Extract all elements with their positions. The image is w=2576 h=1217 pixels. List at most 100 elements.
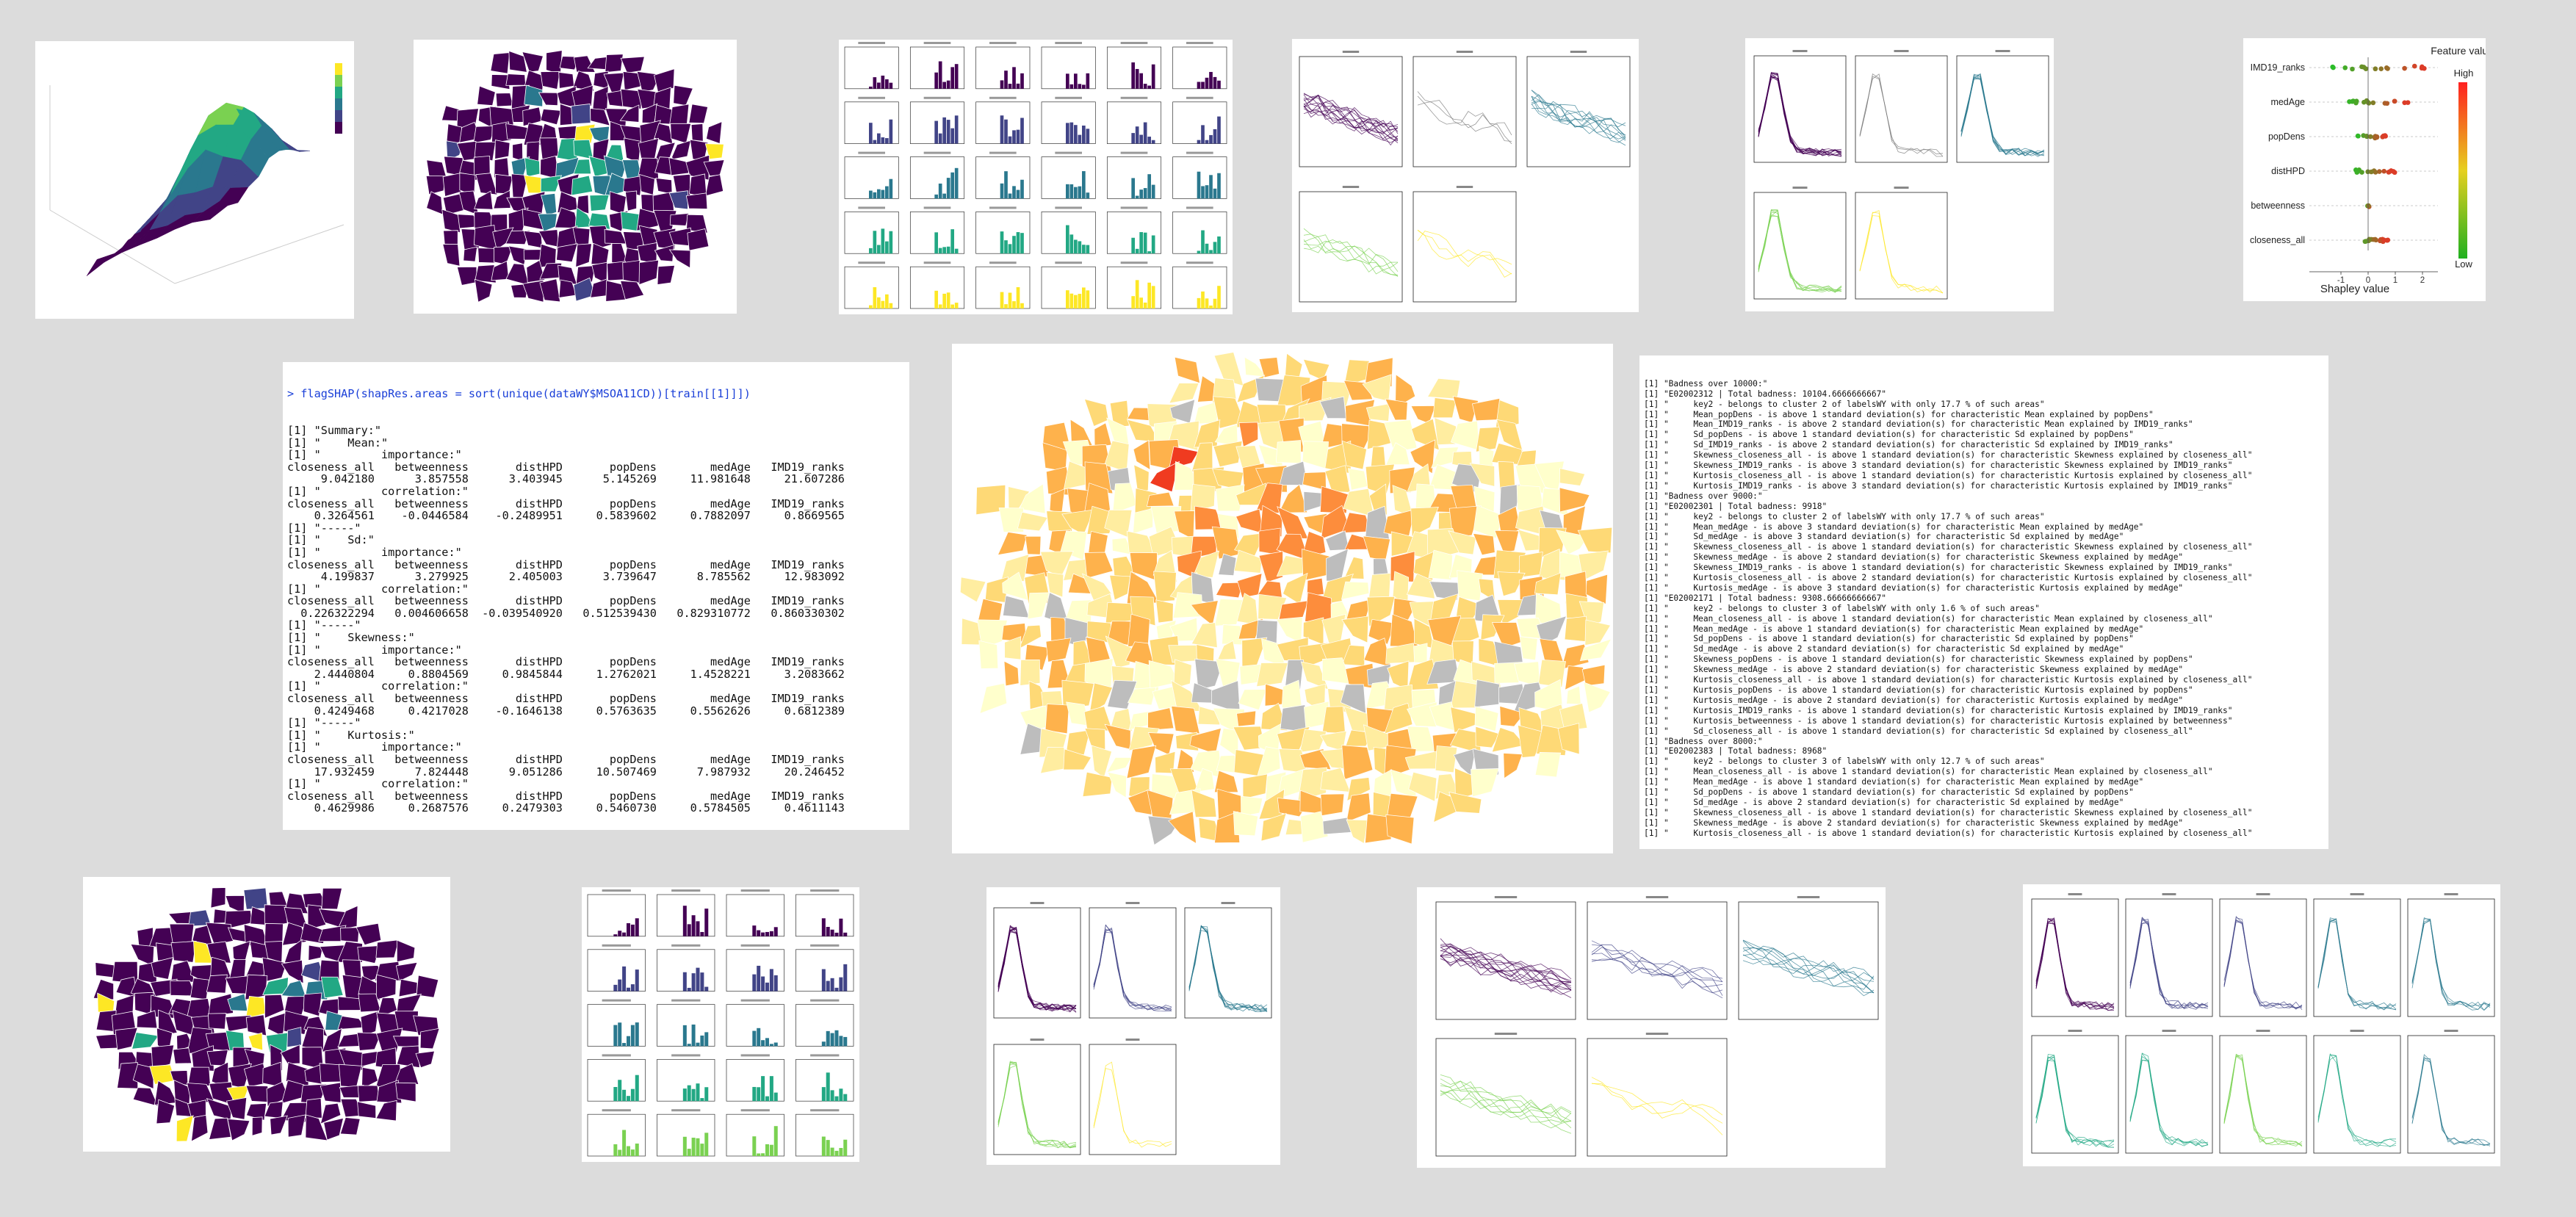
series-line (997, 925, 1077, 1011)
map-region (1385, 398, 1408, 421)
map-region (508, 245, 528, 266)
map-region (1366, 663, 1391, 686)
histogram-bar (1135, 68, 1139, 89)
histogram-bar (934, 232, 939, 254)
map-region (1128, 726, 1160, 751)
histogram-bar (704, 1032, 709, 1047)
histogram-panel (795, 1054, 854, 1102)
histogram-panel (975, 151, 1031, 199)
badness-output: [1] "Badness over 10000:" [1] "E02002312 … (1644, 379, 2324, 839)
histogram-bar (877, 189, 881, 199)
series-line (2035, 1056, 2115, 1148)
histogram-bar (1143, 122, 1147, 144)
line-panel (1738, 896, 1879, 1020)
panel-title (858, 151, 885, 154)
histogram-panel (1106, 151, 1162, 199)
map-region (1556, 530, 1589, 555)
console-line: [1] " Sd:" (287, 533, 375, 547)
map-region (210, 887, 226, 909)
map-region (1003, 660, 1020, 687)
series-line (2129, 1060, 2209, 1146)
panel-title (671, 999, 701, 1002)
panel-frame (1753, 192, 1847, 300)
badness-line: [1] " Sd_medAge - is above 2 standard de… (1644, 797, 2124, 807)
shap-point (2378, 66, 2384, 71)
badness-line: [1] " Kurtosis_closeness_all - is above … (1644, 675, 2253, 685)
histogram-bar (942, 82, 947, 89)
series-line (1531, 95, 1626, 143)
histogram-bar (834, 1030, 839, 1047)
shap-point (2331, 65, 2336, 71)
console-line: [1] " importance:" (287, 448, 462, 462)
badness-line: [1] " Mean_medAge - is above 3 standard … (1644, 521, 2144, 532)
map-region (426, 159, 447, 178)
histogram-bar (843, 1094, 848, 1102)
map-region (318, 925, 347, 942)
histogram-bar (1197, 250, 1201, 254)
panel-frame (726, 1004, 784, 1047)
histogram-bar (954, 303, 959, 308)
map-region (305, 1114, 328, 1141)
series-line (1440, 947, 1572, 989)
series-line (1093, 931, 1172, 1011)
map-region (603, 155, 627, 181)
histogram-bar (1147, 282, 1152, 308)
histogram-bar (1086, 73, 1090, 89)
histogram-panel (795, 1109, 854, 1157)
histogram-bar (761, 932, 765, 936)
line-panel (2407, 1030, 2495, 1154)
histogram-bar (1151, 140, 1155, 144)
line-panel (2031, 1030, 2119, 1154)
series-line (1093, 924, 1172, 1012)
series-line (997, 928, 1076, 1011)
series-line (2223, 920, 2303, 1010)
histogram-bar (635, 1022, 639, 1047)
panel-title (923, 206, 951, 209)
histogram-bar (934, 290, 939, 308)
histogram-grid-bottom (582, 887, 859, 1162)
map-region (526, 259, 546, 284)
map-region (1583, 682, 1611, 713)
console-line: [1] " importance:" (287, 545, 462, 559)
series-line (1742, 947, 1875, 994)
shap-point (2364, 134, 2370, 139)
panel-title (1186, 42, 1213, 44)
histogram-bar (626, 922, 630, 936)
histogram-bar (1016, 189, 1020, 199)
map-region (997, 532, 1028, 556)
console-line: closeness_all betweenness distHPD popDen… (287, 692, 845, 706)
map-region (1448, 505, 1482, 538)
map-region (1408, 771, 1437, 802)
series-line (2317, 919, 2397, 1011)
map-region (287, 1114, 306, 1138)
map-region (1474, 679, 1500, 708)
console-line: 4.199837 3.279925 2.405003 3.739647 8.78… (287, 570, 845, 584)
map-region (227, 1118, 250, 1141)
badness-line: [1] " Skewness_closeness_all - is above … (1644, 807, 2253, 817)
histogram-bar (1008, 136, 1012, 144)
panel-title (1792, 187, 1808, 189)
shap-point (2361, 65, 2367, 70)
map-region (688, 104, 709, 124)
series-line (1531, 100, 1626, 136)
map-region (136, 1010, 158, 1029)
histogram-bar (869, 86, 873, 89)
histogram-bar (1143, 232, 1147, 254)
histogram-bar (938, 183, 942, 199)
map-region (1213, 770, 1238, 793)
panel-title (2256, 893, 2270, 895)
panel-title (923, 151, 951, 154)
histogram-bar (1004, 304, 1008, 308)
histogram-bar (946, 292, 950, 308)
histogram-panel (975, 261, 1031, 309)
map-region (1473, 533, 1496, 556)
histogram-bar (1074, 125, 1078, 144)
feature-value-colorbar (2458, 82, 2467, 259)
series-line (1758, 72, 1842, 155)
map-region (1082, 771, 1113, 798)
histogram-bar (1131, 178, 1136, 199)
panel-title (810, 889, 840, 892)
series-line (997, 1062, 1077, 1148)
map-region (1450, 707, 1478, 734)
badness-line: [1] " Kurtosis_closeness_all - is above … (1644, 470, 2253, 480)
